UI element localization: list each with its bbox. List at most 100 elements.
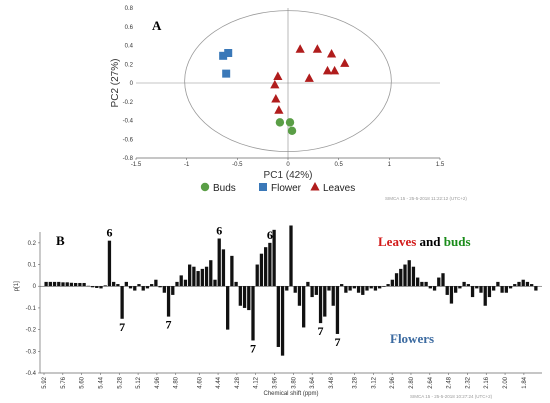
legend-marker-flower bbox=[259, 183, 267, 191]
loading-bar bbox=[276, 286, 280, 347]
point-leaves bbox=[304, 73, 314, 82]
loadings-watermark: SIMCA 15 - 25-5-2018 10:27:24 (UTC+2) bbox=[410, 394, 493, 399]
loading-bar bbox=[382, 286, 386, 287]
legend-marker-leaves bbox=[310, 182, 320, 191]
loading-bar bbox=[470, 286, 475, 298]
loading-bar bbox=[361, 286, 365, 295]
y-tick-label: -0.3 bbox=[26, 349, 37, 355]
loading-bar bbox=[378, 286, 382, 289]
y-tick-label: 0.2 bbox=[28, 241, 37, 247]
pca-x-axis-label: PC1 (42%) bbox=[264, 170, 313, 181]
x-tick-label: 3.64 bbox=[310, 376, 316, 388]
loading-bar bbox=[255, 264, 259, 287]
loading-bar bbox=[150, 284, 154, 287]
y-tick-label: -0.2 bbox=[123, 100, 134, 106]
loading-bar bbox=[365, 286, 369, 291]
y-tick-label: 0.8 bbox=[125, 6, 134, 12]
peak-annotation: 7 bbox=[119, 320, 125, 334]
loading-bar bbox=[166, 286, 171, 317]
x-tick-label: 2.64 bbox=[428, 376, 434, 388]
loading-bar bbox=[534, 286, 538, 291]
loading-bar bbox=[192, 266, 196, 287]
x-tick-label: -1 bbox=[184, 162, 190, 168]
x-tick-label: 4.96 bbox=[155, 376, 161, 388]
x-tick-label: 5.76 bbox=[61, 376, 67, 388]
x-tick-label: 2.48 bbox=[447, 376, 453, 388]
y-tick-label: -0.2 bbox=[26, 328, 37, 334]
y-tick-label: -0.6 bbox=[123, 137, 134, 143]
loading-bar bbox=[483, 286, 487, 306]
loading-bar bbox=[420, 281, 424, 287]
loading-bar bbox=[411, 266, 416, 287]
leaves-and-buds-label: Leaves and buds bbox=[378, 234, 471, 249]
loading-bar bbox=[462, 281, 466, 287]
peak-annotation: 7 bbox=[250, 341, 256, 355]
loading-bar bbox=[217, 238, 221, 287]
loading-bar bbox=[74, 282, 78, 287]
loading-bar bbox=[120, 286, 124, 319]
loading-bar bbox=[525, 281, 530, 287]
x-tick-label: -0.5 bbox=[232, 162, 243, 168]
x-tick-label: 5.44 bbox=[98, 376, 104, 388]
point-leaves bbox=[312, 44, 322, 53]
y-tick-label: -0.1 bbox=[26, 306, 37, 312]
loading-bar bbox=[204, 266, 209, 287]
x-tick-label: 4.80 bbox=[174, 376, 180, 388]
loading-bar bbox=[251, 286, 255, 341]
x-tick-label: 0 bbox=[286, 162, 290, 168]
loading-bar bbox=[154, 279, 158, 287]
loading-bar bbox=[272, 229, 276, 287]
x-tick-label: -1.5 bbox=[131, 162, 142, 168]
loading-bar bbox=[107, 240, 112, 287]
loading-bar bbox=[428, 286, 432, 289]
loading-bar bbox=[466, 284, 470, 287]
loading-bar bbox=[475, 286, 479, 289]
loading-bar bbox=[238, 286, 242, 306]
loading-bar bbox=[179, 275, 183, 287]
loading-bar bbox=[103, 285, 107, 287]
x-tick-label: 1.84 bbox=[522, 376, 528, 388]
pca-y-axis-label: PC2 (27%) bbox=[110, 59, 121, 108]
loading-bar bbox=[323, 286, 327, 317]
point-leaves bbox=[271, 93, 281, 103]
loading-bar bbox=[95, 286, 99, 288]
loading-bar bbox=[517, 281, 521, 287]
loading-bar bbox=[331, 286, 335, 306]
loading-bar bbox=[171, 286, 175, 295]
loading-bar bbox=[416, 277, 420, 287]
y-tick-label: -0.8 bbox=[123, 156, 134, 162]
loading-bar bbox=[44, 281, 48, 287]
x-tick-label: 3.80 bbox=[291, 376, 297, 388]
loading-bar bbox=[449, 286, 454, 304]
loading-bar bbox=[386, 284, 390, 287]
y-tick-label: 0 bbox=[130, 81, 134, 87]
loading-bar bbox=[116, 284, 120, 287]
loading-bar bbox=[200, 268, 204, 287]
y-tick-label: -0.4 bbox=[123, 119, 134, 125]
x-tick-label: 2.16 bbox=[484, 376, 490, 388]
loading-bar bbox=[504, 286, 508, 293]
x-tick-label: 2.80 bbox=[409, 376, 415, 388]
loading-bar bbox=[424, 281, 428, 287]
loading-bar bbox=[445, 286, 449, 295]
loading-bar bbox=[145, 286, 150, 289]
loading-bar bbox=[268, 242, 272, 287]
loading-bar bbox=[65, 282, 69, 287]
panel-a-label: A bbox=[152, 18, 162, 33]
loading-bar bbox=[264, 247, 268, 287]
point-leaves bbox=[330, 65, 340, 75]
peak-annotation: 6 bbox=[216, 224, 222, 238]
loading-bar bbox=[48, 281, 52, 287]
x-tick-label: 1.5 bbox=[436, 162, 445, 168]
and-label: and bbox=[416, 234, 443, 249]
loading-bar bbox=[500, 286, 504, 293]
loading-bar bbox=[128, 286, 133, 289]
loading-bar bbox=[86, 285, 90, 287]
point-leaves bbox=[322, 65, 333, 75]
loading-bar bbox=[432, 286, 437, 291]
loading-bar bbox=[99, 286, 103, 289]
x-tick-label: 0.5 bbox=[334, 162, 343, 168]
x-tick-label: 5.60 bbox=[80, 376, 86, 388]
loading-bar bbox=[335, 286, 340, 334]
point-flower bbox=[219, 51, 228, 60]
